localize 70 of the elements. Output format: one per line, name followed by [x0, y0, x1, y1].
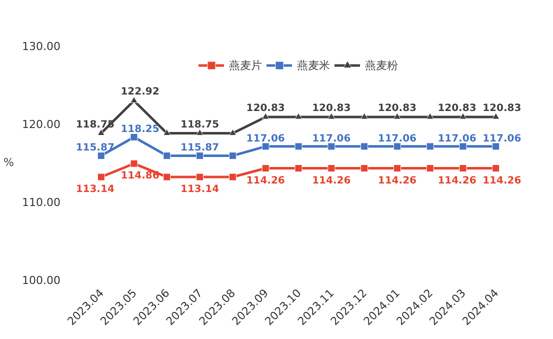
- point: [97, 152, 105, 160]
- y-tick-label: 100.00: [22, 274, 61, 287]
- point: [360, 112, 368, 120]
- point: [228, 152, 236, 160]
- data-label: 113.14: [180, 184, 220, 196]
- point: [196, 152, 204, 160]
- point: [492, 142, 500, 150]
- data-label: 114.26: [378, 175, 417, 186]
- data-label: 120.83: [312, 103, 351, 114]
- point: [294, 112, 302, 120]
- point: [393, 112, 401, 120]
- point: [426, 164, 434, 172]
- point: [459, 142, 467, 150]
- point: [426, 142, 434, 150]
- data-label: 114.26: [438, 175, 476, 186]
- data-label: 113.14: [76, 184, 114, 196]
- point: [262, 112, 270, 120]
- data-label: 120.83: [438, 103, 476, 114]
- legend-label: 燕麦粉: [365, 58, 398, 72]
- point: [328, 112, 336, 120]
- data-label: 114.86: [120, 170, 160, 182]
- y-tick-label: 120.00: [22, 118, 61, 131]
- data-label: 122.92: [120, 86, 160, 98]
- data-label: 115.87: [76, 142, 114, 154]
- legend-label: 燕麦片: [229, 58, 262, 72]
- data-label: 117.06: [312, 133, 351, 144]
- point: [196, 128, 204, 136]
- point: [228, 173, 236, 181]
- y-tick-label: 110.00: [22, 196, 61, 209]
- data-label: 120.83: [378, 103, 417, 114]
- data-label: 120.83: [246, 103, 285, 114]
- point: [262, 164, 270, 172]
- point: [163, 128, 171, 136]
- data-label: 117.06: [438, 133, 476, 144]
- point: [196, 173, 204, 181]
- data-label: 120.83: [482, 103, 522, 114]
- y-axis-title: %: [4, 156, 14, 169]
- point: [459, 112, 467, 120]
- legend-label: 燕麦米: [297, 58, 330, 72]
- data-label: 118.25: [120, 124, 160, 136]
- point: [393, 142, 401, 150]
- data-label: 117.06: [378, 133, 417, 144]
- point: [163, 152, 171, 160]
- data-label: 117.06: [482, 133, 522, 144]
- point: [130, 160, 138, 168]
- data-label: 117.06: [246, 133, 285, 144]
- data-label: 118.75: [180, 119, 220, 130]
- point: [130, 96, 138, 103]
- point: [492, 164, 500, 172]
- point: [228, 128, 236, 136]
- point: [97, 128, 105, 136]
- point: [294, 164, 302, 172]
- point: [360, 142, 368, 150]
- data-label: 114.26: [246, 175, 285, 186]
- y-tick-label: 130.00: [22, 40, 61, 53]
- point: [163, 173, 171, 181]
- point: [97, 173, 105, 181]
- point: [393, 164, 401, 172]
- point: [459, 164, 467, 172]
- point: [360, 164, 368, 172]
- point: [294, 142, 302, 150]
- point: [130, 133, 138, 141]
- point: [262, 142, 270, 150]
- point: [328, 164, 336, 172]
- data-label: 114.26: [312, 175, 351, 186]
- data-label: 114.26: [482, 175, 522, 186]
- point: [328, 142, 336, 150]
- data-label: 115.87: [180, 142, 220, 154]
- point: [426, 112, 434, 120]
- point: [492, 112, 500, 120]
